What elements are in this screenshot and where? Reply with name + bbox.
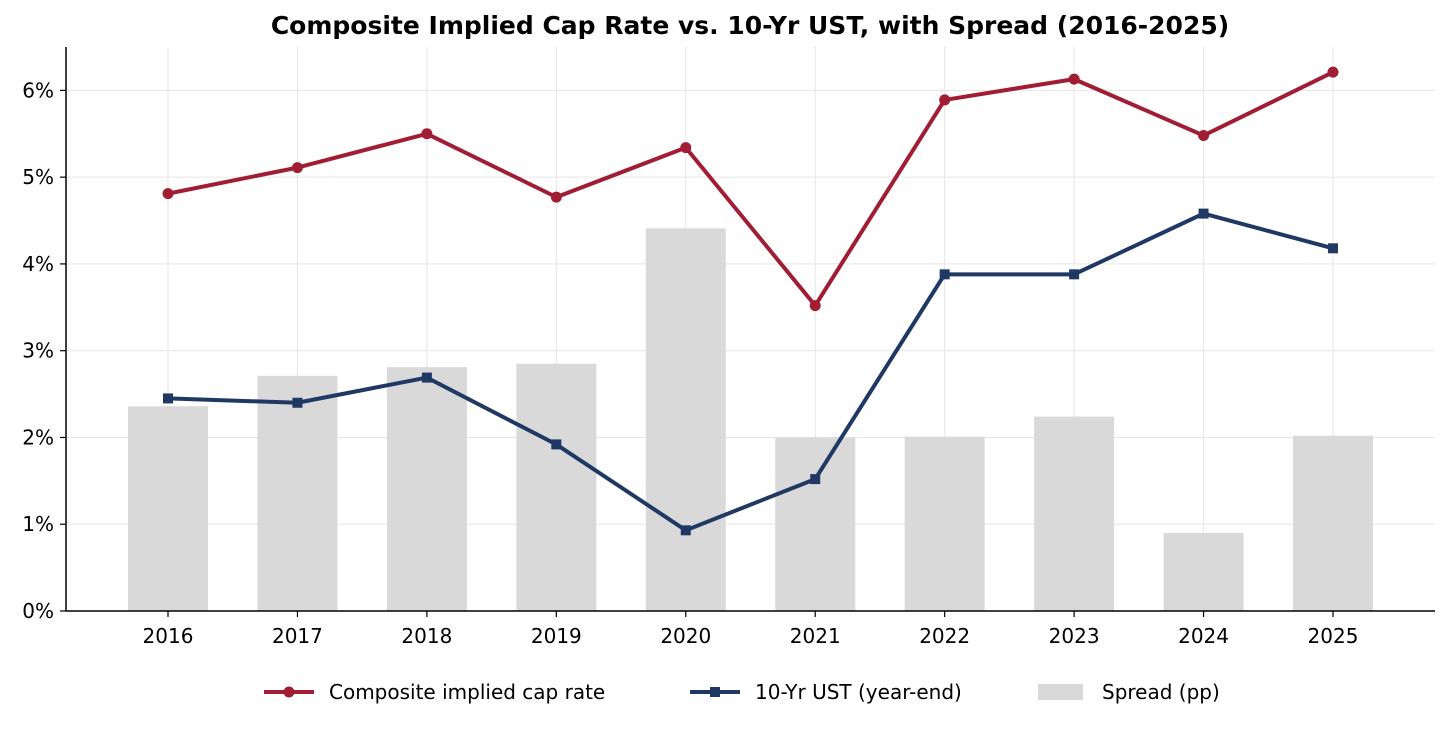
x-tick-label: 2022: [919, 624, 970, 648]
spread-bar-2024: [1163, 532, 1244, 611]
spread-bar-2021: [775, 437, 856, 611]
spread-bar-2023: [1034, 416, 1115, 611]
legend-marker: [283, 686, 295, 698]
legend-label: 10-Yr UST (year-end): [755, 680, 962, 704]
ust-point-2018: [421, 372, 432, 383]
spread-bar-2017: [257, 375, 338, 611]
x-tick-label: 2016: [143, 624, 194, 648]
legend-label: Spread (pp): [1102, 680, 1220, 704]
chart-title: Composite Implied Cap Rate vs. 10-Yr UST…: [271, 11, 1229, 40]
cap-rate-line: [167, 70, 1334, 308]
y-tick-label: 5%: [22, 165, 54, 189]
cap-rate-point-2017: [291, 162, 303, 174]
ust-point-2020: [680, 525, 691, 536]
cap-rate-point-2023: [1068, 73, 1080, 85]
x-tick-label: 2023: [1049, 624, 1100, 648]
x-tick-label: 2021: [790, 624, 841, 648]
axes: 0% 1% 2% 3% 4% 5% 6% 2016 2017 2018 2019 2020 2021 20…: [22, 47, 1435, 648]
y-tick-label: 4%: [22, 252, 54, 276]
x-tick-label: 2020: [660, 624, 711, 648]
legend-bar-swatch: [1038, 684, 1083, 700]
spread-bar-2018: [386, 367, 467, 611]
ust-point-2019: [551, 439, 562, 450]
cap-rate-point-2022: [939, 94, 951, 106]
legend: Composite implied cap rate 10-Yr UST (yea…: [264, 680, 1220, 704]
ust-point-2016: [163, 393, 173, 404]
spread-bar-2025: [1293, 435, 1373, 611]
cap-rate-point-2021: [809, 300, 821, 312]
ust-point-2021: [810, 474, 821, 485]
ust-point-2025: [1328, 243, 1338, 254]
y-tick-label: 0%: [22, 599, 54, 623]
y-tick-label: 6%: [22, 78, 54, 102]
spread-bars: [128, 228, 1373, 611]
x-tick-label: 2019: [531, 624, 582, 648]
x-tick-label: 2025: [1308, 624, 1359, 648]
spread-bar-2022: [904, 436, 985, 611]
ust-point-2022: [939, 269, 950, 280]
spread-bar-2019: [516, 363, 597, 611]
cap-rate-point-2020: [680, 142, 692, 154]
ust-point-2017: [292, 397, 303, 408]
cap-rate-point-2024: [1198, 130, 1210, 142]
y-tick-label: 3%: [22, 339, 54, 363]
cap-rate-point-2025: [1327, 66, 1339, 78]
series-lines: [162, 66, 1339, 536]
y-tick-label: 1%: [22, 512, 54, 536]
cap-rate-point-2016: [162, 188, 174, 200]
legend-label: Composite implied cap rate: [329, 680, 605, 704]
ust-point-2024: [1198, 208, 1209, 219]
legend-marker: [710, 687, 720, 697]
spread-bar-2016: [128, 406, 208, 611]
cap-rate-point-2018: [421, 128, 433, 140]
x-tick-label: 2017: [272, 624, 323, 648]
cap-rate-point-2019: [550, 191, 562, 203]
ust-line: [167, 211, 1334, 533]
y-tick-label: 2%: [22, 425, 54, 449]
ust-point-2023: [1069, 269, 1080, 280]
spread-bar-2020: [645, 228, 726, 611]
x-tick-label: 2024: [1178, 624, 1229, 648]
x-tick-label: 2018: [401, 624, 452, 648]
